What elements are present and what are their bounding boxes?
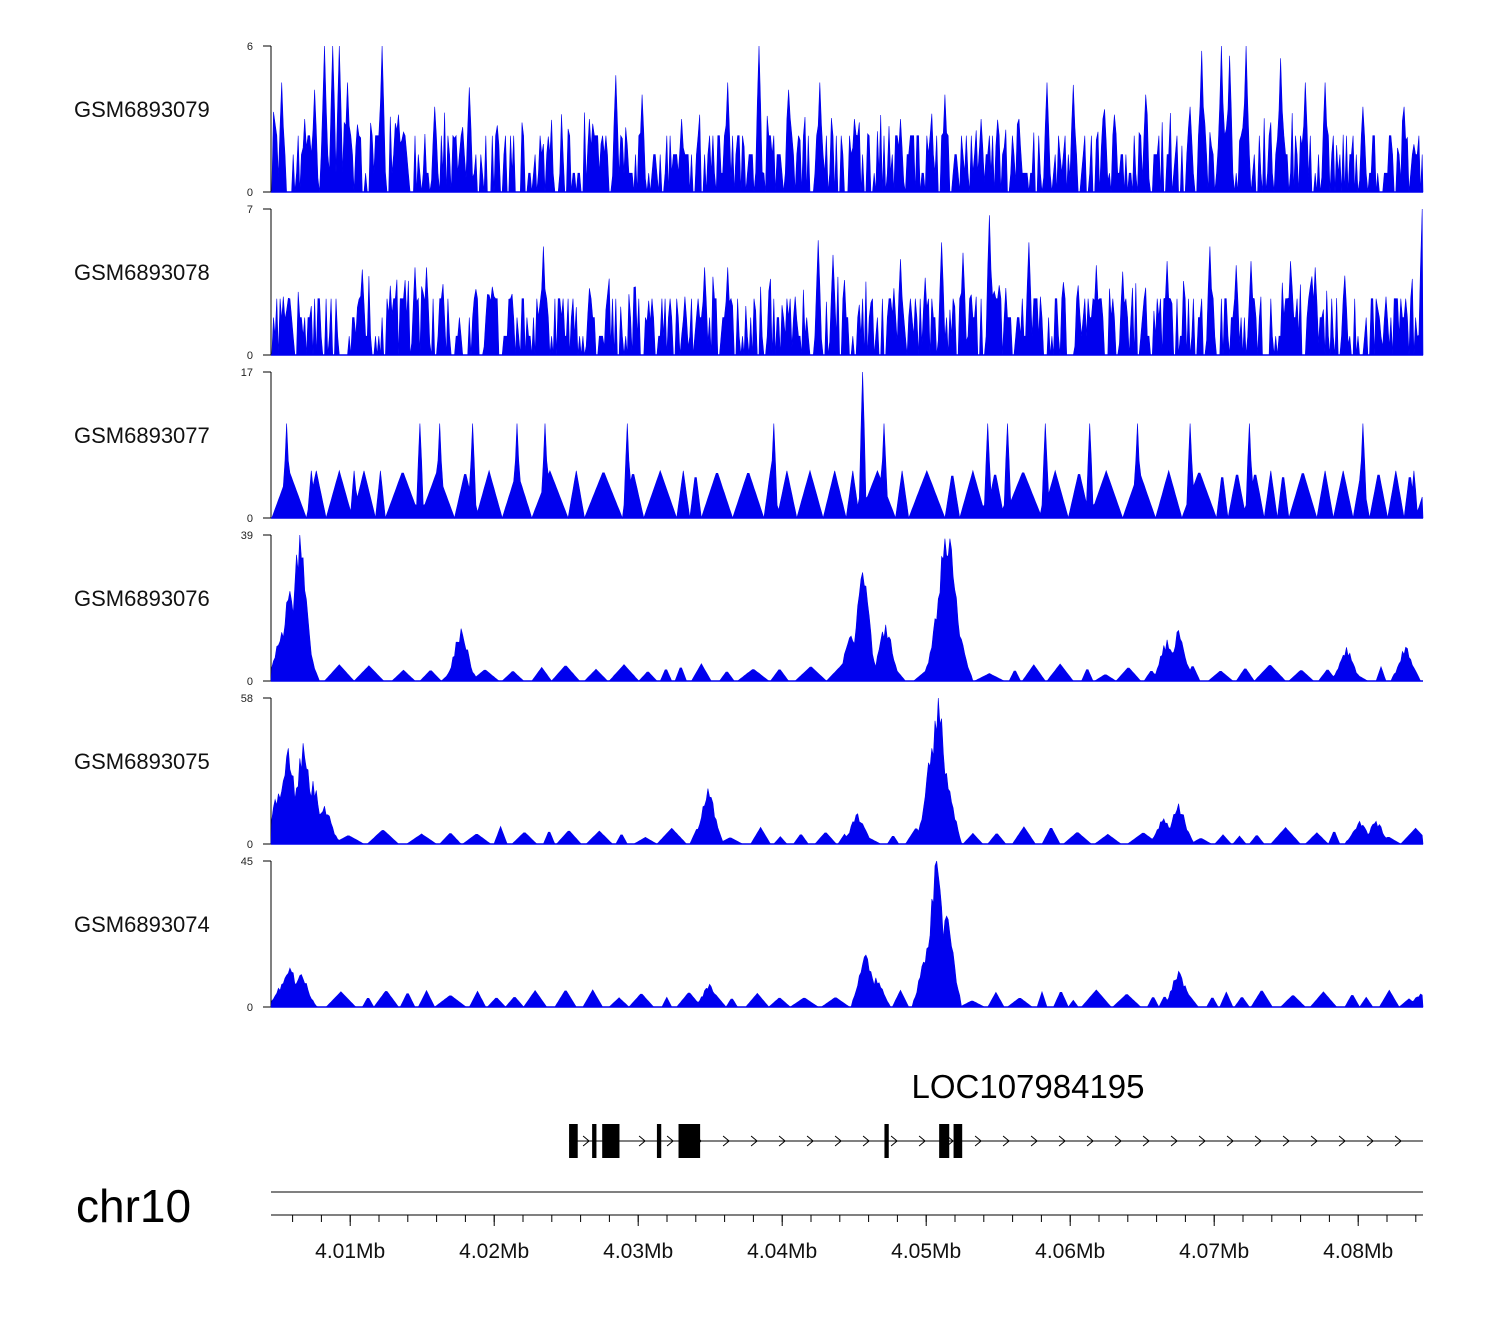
y-tick-label-min: 0	[247, 839, 253, 851]
x-tick-label: 4.03Mb	[603, 1240, 673, 1263]
strand-arrow	[1282, 1135, 1290, 1147]
track-label: GSM6893078	[74, 260, 210, 285]
x-tick-label: 4.02Mb	[459, 1240, 529, 1263]
x-tick-label: 4.05Mb	[891, 1240, 961, 1263]
gene-name-label: LOC107984195	[911, 1068, 1144, 1105]
strand-arrow	[1366, 1135, 1374, 1147]
strand-arrow	[750, 1135, 758, 1147]
track-GSM6893077: GSM6893077 17 0	[74, 367, 1424, 525]
exon	[953, 1124, 963, 1158]
genome-axis: chr10 4.01Mb 4.02Mb 4.03Mb 4.04Mb 4.05Mb 4.06…	[76, 1180, 1423, 1263]
x-tick-label: 4.04Mb	[747, 1240, 817, 1263]
strand-arrow	[1086, 1135, 1094, 1147]
y-tick-label-min: 0	[247, 1002, 253, 1014]
strand-arrow	[1310, 1135, 1318, 1147]
strand-arrow	[1002, 1135, 1010, 1147]
strand-arrow	[1226, 1135, 1234, 1147]
y-tick-label-max: 17	[241, 367, 253, 379]
signal-area	[270, 860, 1424, 1008]
y-tick-label-max: 45	[241, 856, 253, 868]
strand-arrow	[1338, 1135, 1346, 1147]
y-tick-label-max: 7	[247, 204, 253, 216]
exon	[569, 1124, 578, 1158]
strand-arrow	[778, 1135, 786, 1147]
gene-track: LOC107984195	[569, 1068, 1423, 1158]
strand-arrow	[1198, 1135, 1206, 1147]
signal-area	[270, 697, 1424, 845]
exon	[592, 1124, 597, 1158]
strand-arrow	[862, 1135, 870, 1147]
track-GSM6893079: GSM6893079 6 0	[74, 41, 1424, 199]
track-label: GSM6893076	[74, 586, 210, 611]
strand-arrow	[806, 1135, 814, 1147]
exon	[678, 1124, 701, 1158]
x-tick-label: 4.06Mb	[1035, 1240, 1105, 1263]
signal-area	[271, 371, 1424, 520]
strand-arrow	[638, 1135, 646, 1147]
exon	[602, 1124, 620, 1158]
strand-arrow	[918, 1135, 926, 1147]
track-GSM6893078: GSM6893078 7 0	[74, 204, 1424, 362]
chromosome-label: chr10	[76, 1180, 191, 1232]
strand-arrow	[1142, 1135, 1150, 1147]
strand-arrow	[1114, 1135, 1122, 1147]
signal-area	[271, 208, 1424, 356]
strand-arrow	[1058, 1135, 1066, 1147]
data-tracks: GSM689307960GSM689307870GSM6893077170GSM…	[74, 41, 1424, 1014]
y-tick-label-min: 0	[247, 676, 253, 688]
y-tick-label-max: 58	[241, 693, 253, 705]
strand-arrow	[722, 1135, 730, 1147]
y-tick-label-min: 0	[247, 187, 253, 199]
strand-arrow	[1170, 1135, 1178, 1147]
track-GSM6893075: GSM6893075 58 0	[74, 693, 1424, 851]
track-GSM6893076: GSM6893076 39 0	[74, 530, 1423, 688]
x-tick-label: 4.07Mb	[1179, 1240, 1249, 1263]
y-tick-label-max: 39	[241, 530, 253, 542]
strand-arrow	[582, 1135, 590, 1147]
track-GSM6893074: GSM6893074 45 0	[74, 856, 1424, 1014]
y-tick-label-max: 6	[247, 41, 253, 53]
track-label: GSM6893075	[74, 749, 210, 774]
strand-arrow	[1030, 1135, 1038, 1147]
exon	[656, 1124, 662, 1158]
strand-arrow	[890, 1135, 898, 1147]
x-tick-label: 4.08Mb	[1323, 1240, 1393, 1263]
x-tick-label: 4.01Mb	[315, 1240, 385, 1263]
strand-arrow	[666, 1135, 674, 1147]
strand-arrow	[834, 1135, 842, 1147]
signal-area	[271, 45, 1424, 193]
y-tick-label-min: 0	[247, 513, 253, 525]
y-tick-label-min: 0	[247, 350, 253, 362]
track-label: GSM6893077	[74, 423, 210, 448]
strand-arrow	[974, 1135, 982, 1147]
strand-arrow	[1394, 1135, 1402, 1147]
exon	[884, 1124, 889, 1158]
strand-arrow	[1254, 1135, 1262, 1147]
track-label: GSM6893079	[74, 97, 210, 122]
track-label: GSM6893074	[74, 912, 210, 937]
signal-area	[270, 534, 1423, 682]
exon	[939, 1124, 950, 1158]
